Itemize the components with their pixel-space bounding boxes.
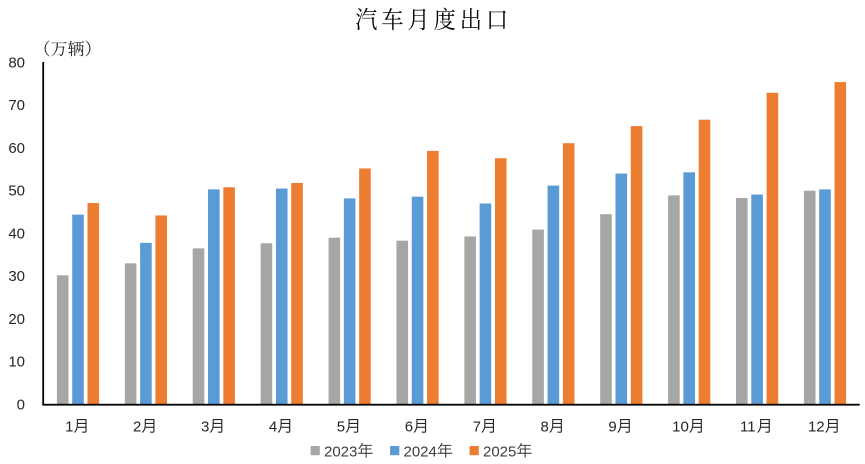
svg-text:2: 2	[133, 419, 141, 436]
svg-text:7: 7	[473, 419, 481, 436]
svg-text:2023: 2023	[324, 443, 357, 460]
svg-text:20: 20	[8, 311, 25, 328]
svg-text:60: 60	[8, 140, 25, 157]
svg-text:80: 80	[8, 54, 25, 71]
svg-text:40: 40	[8, 225, 25, 242]
svg-text:9: 9	[608, 419, 616, 436]
svg-text:6: 6	[405, 419, 413, 436]
svg-text:30: 30	[8, 268, 25, 285]
svg-text:50: 50	[8, 183, 25, 200]
svg-text:0: 0	[17, 396, 25, 413]
svg-text:8: 8	[541, 419, 549, 436]
svg-text:2024: 2024	[404, 443, 437, 460]
svg-text:10: 10	[8, 354, 25, 371]
svg-text:11: 11	[740, 419, 756, 436]
svg-text:4: 4	[269, 419, 277, 436]
svg-text:10: 10	[672, 419, 689, 436]
svg-text:12: 12	[808, 419, 825, 436]
svg-text:2025: 2025	[483, 443, 516, 460]
svg-text:1: 1	[65, 419, 73, 436]
svg-text:5: 5	[337, 419, 345, 436]
svg-text:70: 70	[8, 97, 25, 114]
svg-text:3: 3	[201, 419, 209, 436]
